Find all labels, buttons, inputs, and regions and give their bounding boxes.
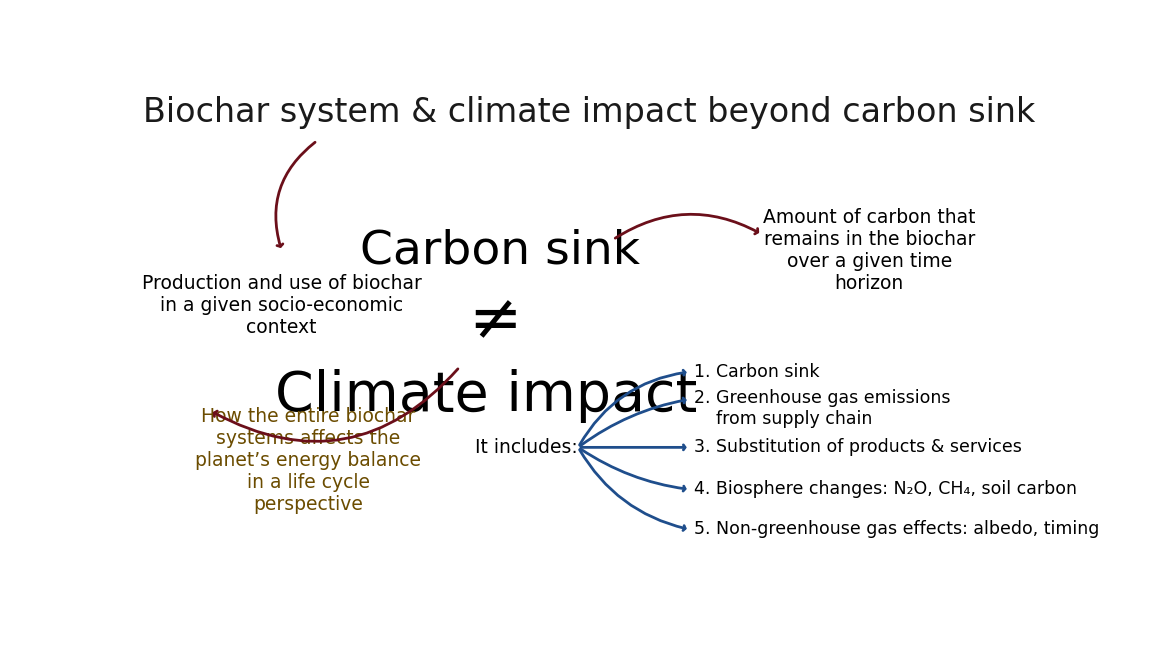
Text: ≠: ≠	[469, 290, 522, 352]
Text: 3. Substitution of products & services: 3. Substitution of products & services	[694, 438, 1021, 456]
Text: 5. Non-greenhouse gas effects: albedo, timing: 5. Non-greenhouse gas effects: albedo, t…	[694, 521, 1100, 538]
Text: 2. Greenhouse gas emissions
    from supply chain: 2. Greenhouse gas emissions from supply …	[694, 389, 950, 428]
Text: Carbon sink: Carbon sink	[360, 228, 640, 273]
Text: It includes:: It includes:	[476, 438, 578, 457]
Text: 4. Biosphere changes: N₂O, CH₄, soil carbon: 4. Biosphere changes: N₂O, CH₄, soil car…	[694, 480, 1077, 499]
Text: Climate impact: Climate impact	[276, 369, 697, 422]
Text: Biochar system & climate impact beyond carbon sink: Biochar system & climate impact beyond c…	[142, 96, 1035, 129]
Text: 1. Carbon sink: 1. Carbon sink	[694, 363, 819, 381]
Text: Production and use of biochar
in a given socio-economic
context: Production and use of biochar in a given…	[141, 274, 422, 337]
Text: How the entire biochar
systems affects the
planet’s energy balance
in a life cyc: How the entire biochar systems affects t…	[195, 408, 422, 514]
Text: Amount of carbon that
remains in the biochar
over a given time
horizon: Amount of carbon that remains in the bio…	[763, 208, 976, 293]
